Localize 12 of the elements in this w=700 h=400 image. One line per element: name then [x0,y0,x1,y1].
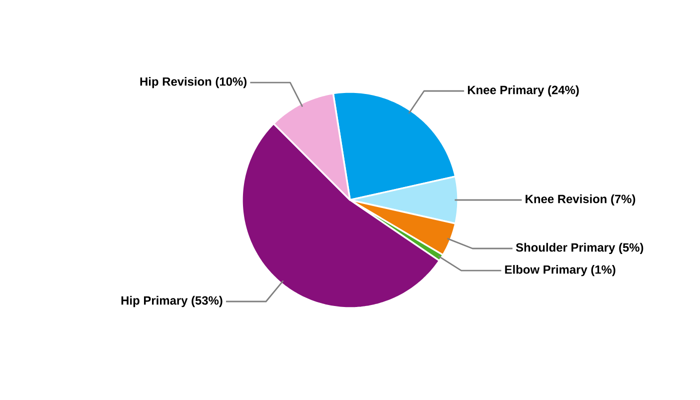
slice-label: Knee Revision [526,194,606,204]
data-label: (24%) [548,85,579,97]
data-label: (7%) [611,194,636,206]
data-label: (10%) [216,77,246,88]
slice-label: Shoulder Primary [516,242,616,254]
data-label: (53%) [192,296,222,308]
slice-label: Elbow Primary [505,265,588,276]
slice-label: Hip Primary [121,296,188,308]
data-label: (1%) [591,265,616,276]
slice-label: Knee Primary [468,85,544,97]
data-label: (5%) [619,242,644,254]
slice-label: Hip Revision [140,77,212,88]
